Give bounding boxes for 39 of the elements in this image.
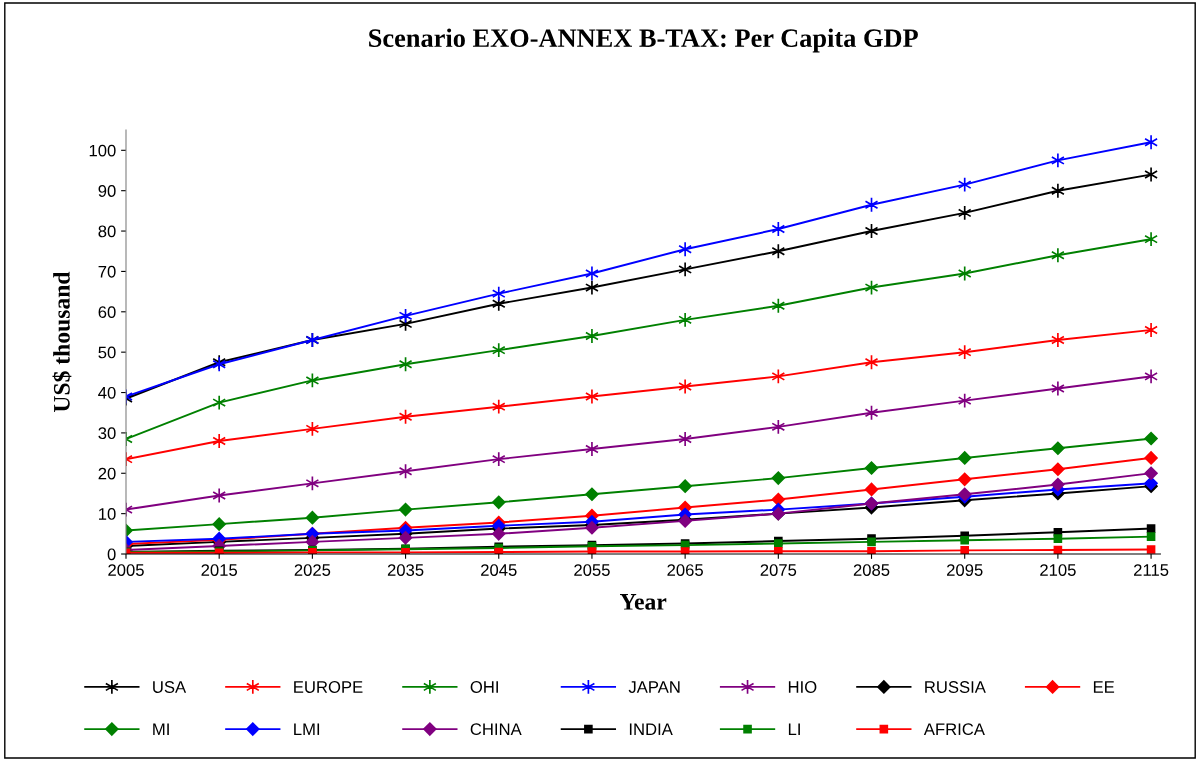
legend-label: CHINA [470,723,522,736]
legend-label: OHI [470,681,498,693]
x-axis-title: Year [620,594,667,610]
x-tick-label: 2045 [481,564,517,576]
y-tick-label: 100 [89,144,116,157]
legend-label: RUSSIA [925,681,986,693]
y-tick-label: 50 [98,346,116,359]
legend-label: LMI [294,723,320,735]
y-axis-title: US$ thousand [52,271,72,413]
chart-title: Scenario EXO-ANNEX B-TAX: Per Capita GDP [369,28,918,53]
legend-label: EUROPE [294,681,363,693]
x-tick-label: 2035 [387,564,424,576]
x-tick-label: 2095 [947,564,983,576]
x-tick-label: 2005 [108,564,144,576]
y-tick-label: 80 [98,225,116,238]
x-tick-label: 2065 [667,564,703,576]
y-tick-label: 10 [99,508,116,520]
y-tick-label: 30 [98,427,116,440]
legend-label: USA [153,681,187,693]
x-tick-label: 2085 [853,564,890,576]
legend-label: HIO [788,681,817,693]
y-tick-label: 90 [98,185,116,197]
x-tick-label: 2055 [574,564,610,576]
legend-label: LI [788,723,800,735]
x-tick-label: 2115 [1134,564,1169,576]
y-tick-label: 40 [98,386,116,399]
x-tick-label: 2075 [760,564,797,576]
y-tick-label: 0 [107,548,116,561]
legend-label: INDIA [629,723,673,735]
legend-label: AFRICA [923,723,985,736]
x-tick-label: 2015 [201,564,238,576]
x-tick-label: 2025 [294,564,331,576]
legend-label: MI [153,723,169,735]
y-tick-label: 60 [98,306,116,318]
legend-label: EE [1093,681,1115,693]
y-tick-label: 20 [98,467,116,480]
x-tick-label: 2105 [1040,564,1076,576]
y-tick-label: 70 [98,265,116,278]
legend-label: JAPAN [628,681,680,693]
